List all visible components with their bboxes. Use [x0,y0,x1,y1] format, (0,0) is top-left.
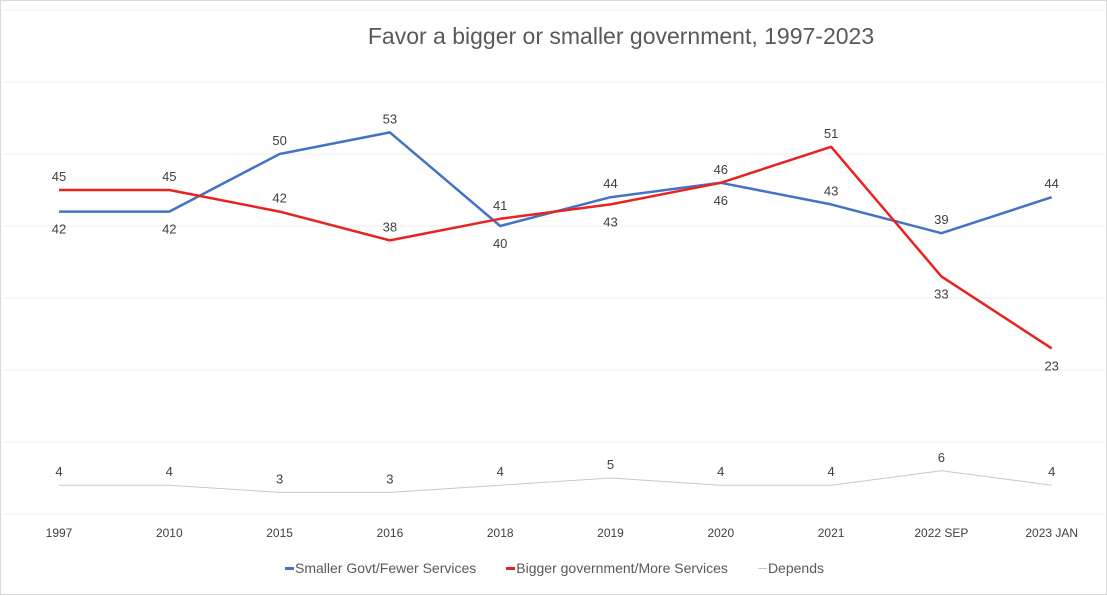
legend-item: Bigger government/More Services [506,560,728,576]
data-label: 43 [824,183,838,198]
series-line-bigger [59,145,1053,350]
x-tick-label: 2016 [377,526,404,540]
series-line-depends [59,470,1052,493]
data-label: 6 [938,450,945,465]
legend-swatch [506,566,516,570]
series-line-smaller [59,131,1053,235]
data-label: 45 [162,169,176,184]
data-label: 4 [717,464,724,479]
data-label: 4 [166,464,173,479]
data-label: 43 [603,214,617,229]
legend-item: Depends [757,560,824,576]
data-label: 3 [276,471,283,486]
x-tick-label: 2023 JAN [1025,526,1078,540]
data-label: 44 [1044,176,1058,191]
x-tick-label: 2018 [487,526,514,540]
data-label: 5 [607,457,614,472]
data-label: 44 [603,176,617,191]
data-label: 42 [272,191,286,206]
data-label: 39 [934,212,948,227]
data-label: 3 [386,471,393,486]
data-label: 23 [1044,358,1058,373]
data-label: 4 [497,464,504,479]
legend-item: Smaller Govt/Fewer Services [285,560,476,576]
data-label: 4 [827,464,834,479]
legend-swatch [285,566,294,570]
x-tick-label: 2019 [597,526,624,540]
data-label: 45 [52,169,66,184]
data-label: 38 [383,219,397,234]
legend-label: Smaller Govt/Fewer Services [295,560,477,576]
x-tick-label: 1997 [46,526,73,540]
x-tick-label: 2022 SEP [914,526,968,540]
data-label: 42 [162,222,176,237]
data-label: 33 [934,286,948,301]
data-label: 41 [493,198,507,213]
data-label: 4 [55,464,62,479]
chart-title: Favor a bigger or smaller government, 19… [367,23,875,49]
data-label: 53 [383,111,397,126]
data-label: 40 [493,236,507,251]
x-tick-label: 2020 [707,526,734,540]
x-tick-label: 2010 [156,526,183,540]
data-label: 42 [52,222,66,237]
data-label: 50 [272,133,286,148]
data-label: 46 [714,162,728,177]
x-tick-label: 2015 [266,526,293,540]
legend-label: Depends [767,560,824,576]
x-tick-label: 2021 [818,526,845,540]
legend-swatch [757,567,767,569]
data-label: 46 [714,193,728,208]
legend-label: Bigger government/More Services [516,560,728,576]
legend: Smaller Govt/Fewer Services Bigger govern… [1,560,1107,576]
data-label: 51 [824,126,838,141]
data-label: 4 [1048,464,1055,479]
